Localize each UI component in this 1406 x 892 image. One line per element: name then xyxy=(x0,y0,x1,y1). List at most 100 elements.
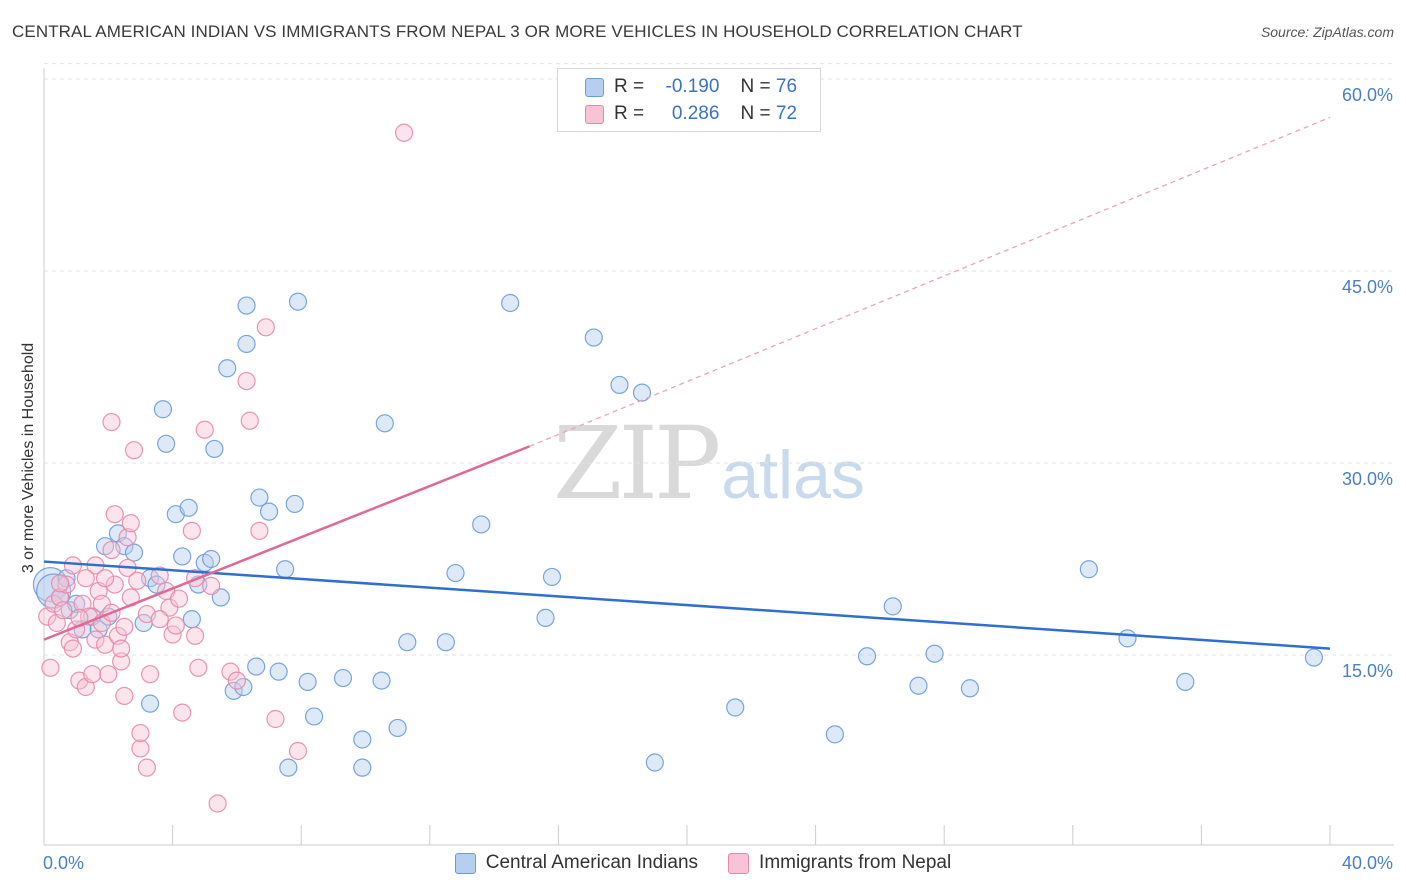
data-point[interactable] xyxy=(121,514,140,533)
data-point[interactable] xyxy=(124,543,144,562)
data-point[interactable] xyxy=(446,563,465,583)
data-point[interactable] xyxy=(279,758,298,777)
data-point[interactable] xyxy=(632,383,652,402)
data-point[interactable] xyxy=(131,739,150,758)
data-point[interactable] xyxy=(118,528,137,547)
data-point[interactable] xyxy=(584,328,603,347)
data-point[interactable] xyxy=(266,709,285,729)
data-point[interactable] xyxy=(472,515,491,534)
data-point[interactable] xyxy=(960,679,980,698)
data-point[interactable] xyxy=(157,434,176,453)
data-point[interactable] xyxy=(131,723,150,743)
data-point[interactable] xyxy=(353,730,372,749)
data-point[interactable] xyxy=(86,630,105,649)
data-point[interactable] xyxy=(237,371,256,391)
data-point[interactable] xyxy=(115,686,134,706)
data-point[interactable] xyxy=(140,694,160,713)
data-point[interactable] xyxy=(112,639,131,658)
data-point[interactable] xyxy=(825,725,844,744)
data-point[interactable] xyxy=(182,610,201,629)
data-point[interactable] xyxy=(202,576,221,595)
data-point[interactable] xyxy=(237,296,256,315)
data-point[interactable] xyxy=(1304,648,1324,667)
data-point[interactable] xyxy=(285,494,304,514)
data-point[interactable] xyxy=(153,400,173,419)
data-point[interactable] xyxy=(726,698,745,717)
data-point[interactable] xyxy=(1079,560,1098,579)
data-point[interactable] xyxy=(150,610,169,629)
data-point[interactable] xyxy=(1118,629,1137,648)
data-point[interactable] xyxy=(95,569,115,588)
data-point[interactable] xyxy=(63,556,83,575)
data-point[interactable] xyxy=(83,665,102,684)
data-point[interactable] xyxy=(436,633,455,652)
data-point[interactable] xyxy=(250,488,269,507)
data-point[interactable] xyxy=(394,123,414,142)
data-point[interactable] xyxy=(269,662,288,681)
data-point[interactable] xyxy=(208,794,227,813)
data-point[interactable] xyxy=(398,633,417,652)
data-point[interactable] xyxy=(353,758,372,777)
data-point[interactable] xyxy=(542,567,562,587)
data-point[interactable] xyxy=(221,662,240,681)
data-point[interactable] xyxy=(173,547,192,566)
data-point[interactable] xyxy=(54,601,73,620)
data-point[interactable] xyxy=(237,334,256,354)
data-point[interactable] xyxy=(128,571,147,590)
data-point[interactable] xyxy=(166,616,185,635)
data-point[interactable] xyxy=(115,617,134,636)
data-point[interactable] xyxy=(227,671,246,690)
data-point[interactable] xyxy=(99,665,118,684)
data-point[interactable] xyxy=(76,569,95,588)
data-point[interactable] xyxy=(41,658,60,677)
data-point[interactable] xyxy=(179,498,198,517)
data-point[interactable] xyxy=(50,574,70,593)
data-point[interactable] xyxy=(857,647,877,666)
data-point[interactable] xyxy=(909,676,928,695)
data-point[interactable] xyxy=(63,639,83,658)
data-point[interactable] xyxy=(259,502,279,521)
data-point[interactable] xyxy=(501,293,520,313)
data-point[interactable] xyxy=(102,412,121,432)
data-point[interactable] xyxy=(32,566,69,603)
data-point[interactable] xyxy=(883,597,902,616)
data-point[interactable] xyxy=(276,560,295,579)
data-point[interactable] xyxy=(140,665,160,684)
data-point[interactable] xyxy=(202,549,221,569)
legend-item-central-american-indians[interactable]: Central American Indians xyxy=(454,852,698,874)
data-point[interactable] xyxy=(189,658,208,677)
data-point[interactable] xyxy=(388,718,407,738)
data-point[interactable] xyxy=(288,741,308,761)
data-point[interactable] xyxy=(240,411,259,430)
data-point[interactable] xyxy=(333,668,353,688)
data-point[interactable] xyxy=(205,439,224,459)
data-point[interactable] xyxy=(182,521,201,540)
data-point[interactable] xyxy=(372,671,391,690)
data-point[interactable] xyxy=(375,414,394,433)
data-point[interactable] xyxy=(536,608,555,627)
data-point[interactable] xyxy=(247,657,266,676)
data-point[interactable] xyxy=(925,644,944,663)
legend-item-immigrants-from-nepal[interactable]: Immigrants from Nepal xyxy=(728,852,951,874)
data-point[interactable] xyxy=(304,707,324,726)
data-point[interactable] xyxy=(298,672,317,691)
data-point[interactable] xyxy=(105,505,124,524)
data-point[interactable] xyxy=(256,318,275,337)
data-point[interactable] xyxy=(124,441,144,460)
data-point[interactable] xyxy=(224,681,243,700)
data-point[interactable] xyxy=(57,575,76,594)
data-point[interactable] xyxy=(169,589,189,608)
data-point[interactable] xyxy=(610,375,629,395)
data-point[interactable] xyxy=(150,566,169,585)
data-point[interactable] xyxy=(645,753,664,772)
data-point[interactable] xyxy=(105,575,124,594)
data-point[interactable] xyxy=(137,758,156,777)
data-point[interactable] xyxy=(102,540,121,560)
data-point[interactable] xyxy=(250,521,269,540)
data-point[interactable] xyxy=(218,359,237,378)
data-point[interactable] xyxy=(112,652,131,671)
data-point[interactable] xyxy=(1176,672,1195,691)
data-point[interactable] xyxy=(195,420,214,439)
data-point[interactable] xyxy=(173,703,192,722)
data-point[interactable] xyxy=(186,626,205,645)
